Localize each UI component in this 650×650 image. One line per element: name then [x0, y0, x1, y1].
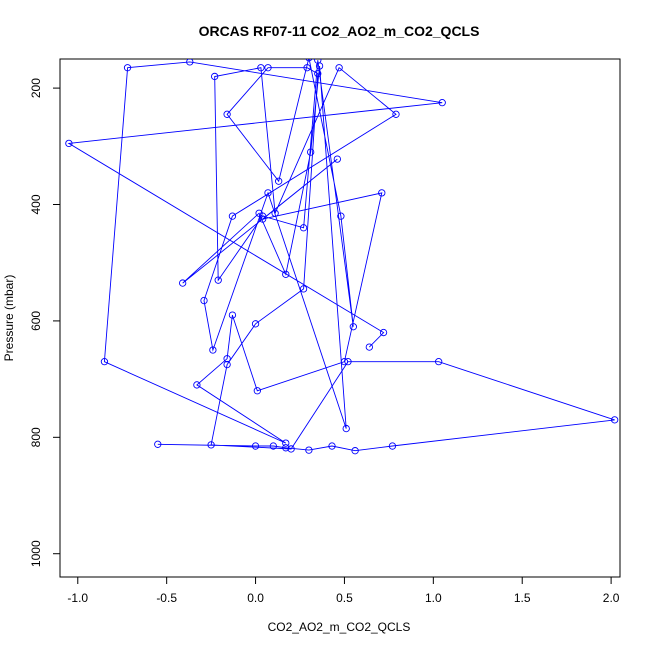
data-point — [611, 416, 619, 424]
data-point — [259, 215, 267, 223]
plot-area — [65, 59, 619, 455]
data-point — [438, 99, 446, 107]
x-axis-label: CO2_AO2_m_CO2_QCLS — [268, 620, 411, 634]
data-point — [349, 323, 357, 331]
data-point — [223, 110, 231, 118]
x-tick-label: -0.5 — [156, 591, 177, 605]
y-tick-label: 1000 — [29, 540, 43, 567]
data-point — [333, 155, 341, 163]
data-point — [328, 442, 336, 450]
series-points — [65, 59, 619, 455]
data-point — [179, 279, 187, 287]
data-point — [271, 209, 279, 217]
data-point — [365, 343, 373, 351]
data-point — [228, 311, 237, 319]
data-point — [100, 358, 109, 366]
data-point — [303, 64, 311, 72]
data-point — [255, 209, 263, 217]
data-point — [379, 328, 388, 337]
data-point — [299, 224, 308, 232]
data-point — [264, 189, 272, 197]
data-point — [378, 189, 386, 197]
data-point — [65, 139, 73, 148]
x-tick-label: -1.0 — [67, 591, 88, 605]
data-point — [223, 360, 231, 369]
data-point — [299, 285, 308, 293]
data-point — [305, 446, 313, 454]
data-point — [214, 276, 222, 284]
data-point — [209, 346, 217, 354]
data-point — [154, 440, 162, 448]
x-tick-label: 2.0 — [603, 591, 620, 605]
y-axis: 200 400 600 800 1000 — [29, 78, 61, 567]
data-point — [253, 387, 261, 395]
y-axis-label: Pressure (mbar) — [2, 275, 16, 362]
data-point — [207, 441, 215, 449]
data-point — [351, 447, 359, 455]
y-tick-label: 600 — [29, 311, 43, 331]
data-point — [275, 177, 283, 185]
data-point — [282, 439, 290, 447]
data-point — [335, 64, 343, 72]
data-point — [282, 270, 290, 278]
x-tick-label: 0.5 — [336, 591, 353, 605]
data-point — [315, 62, 324, 70]
series-lines — [67, 59, 615, 452]
data-point — [287, 445, 295, 453]
data-point — [340, 358, 349, 366]
x-tick-label: 1.0 — [425, 591, 442, 605]
series-line — [67, 59, 615, 452]
x-tick-label: 0.0 — [247, 591, 264, 605]
data-point — [264, 64, 272, 72]
data-point — [344, 358, 352, 366]
data-point — [228, 212, 237, 220]
y-tick-label: 400 — [29, 194, 43, 214]
data-point — [186, 59, 194, 66]
data-point — [392, 110, 400, 118]
data-point — [282, 444, 290, 452]
data-point — [200, 296, 208, 305]
data-point — [251, 442, 260, 450]
chart-title: ORCAS RF07-11 CO2_AO2_m_CO2_QCLS — [199, 23, 480, 39]
data-point — [342, 424, 350, 433]
data-point — [388, 442, 397, 450]
data-point — [223, 355, 231, 363]
data-point — [307, 148, 315, 156]
data-point — [211, 72, 219, 81]
x-tick-label: 1.5 — [514, 591, 531, 605]
data-point — [251, 320, 260, 328]
data-point — [314, 69, 322, 78]
data-point — [257, 64, 265, 72]
data-point — [435, 358, 443, 366]
y-tick-label: 200 — [29, 78, 43, 98]
plot-frame — [59, 58, 621, 578]
data-point — [305, 59, 313, 62]
data-point — [123, 64, 132, 72]
data-point — [269, 442, 277, 450]
data-point — [337, 212, 345, 220]
y-tick-label: 800 — [29, 427, 43, 447]
data-point — [193, 381, 201, 389]
x-axis: -1.0 -0.5 0.0 0.5 1.0 1.5 2.0 — [67, 576, 620, 605]
